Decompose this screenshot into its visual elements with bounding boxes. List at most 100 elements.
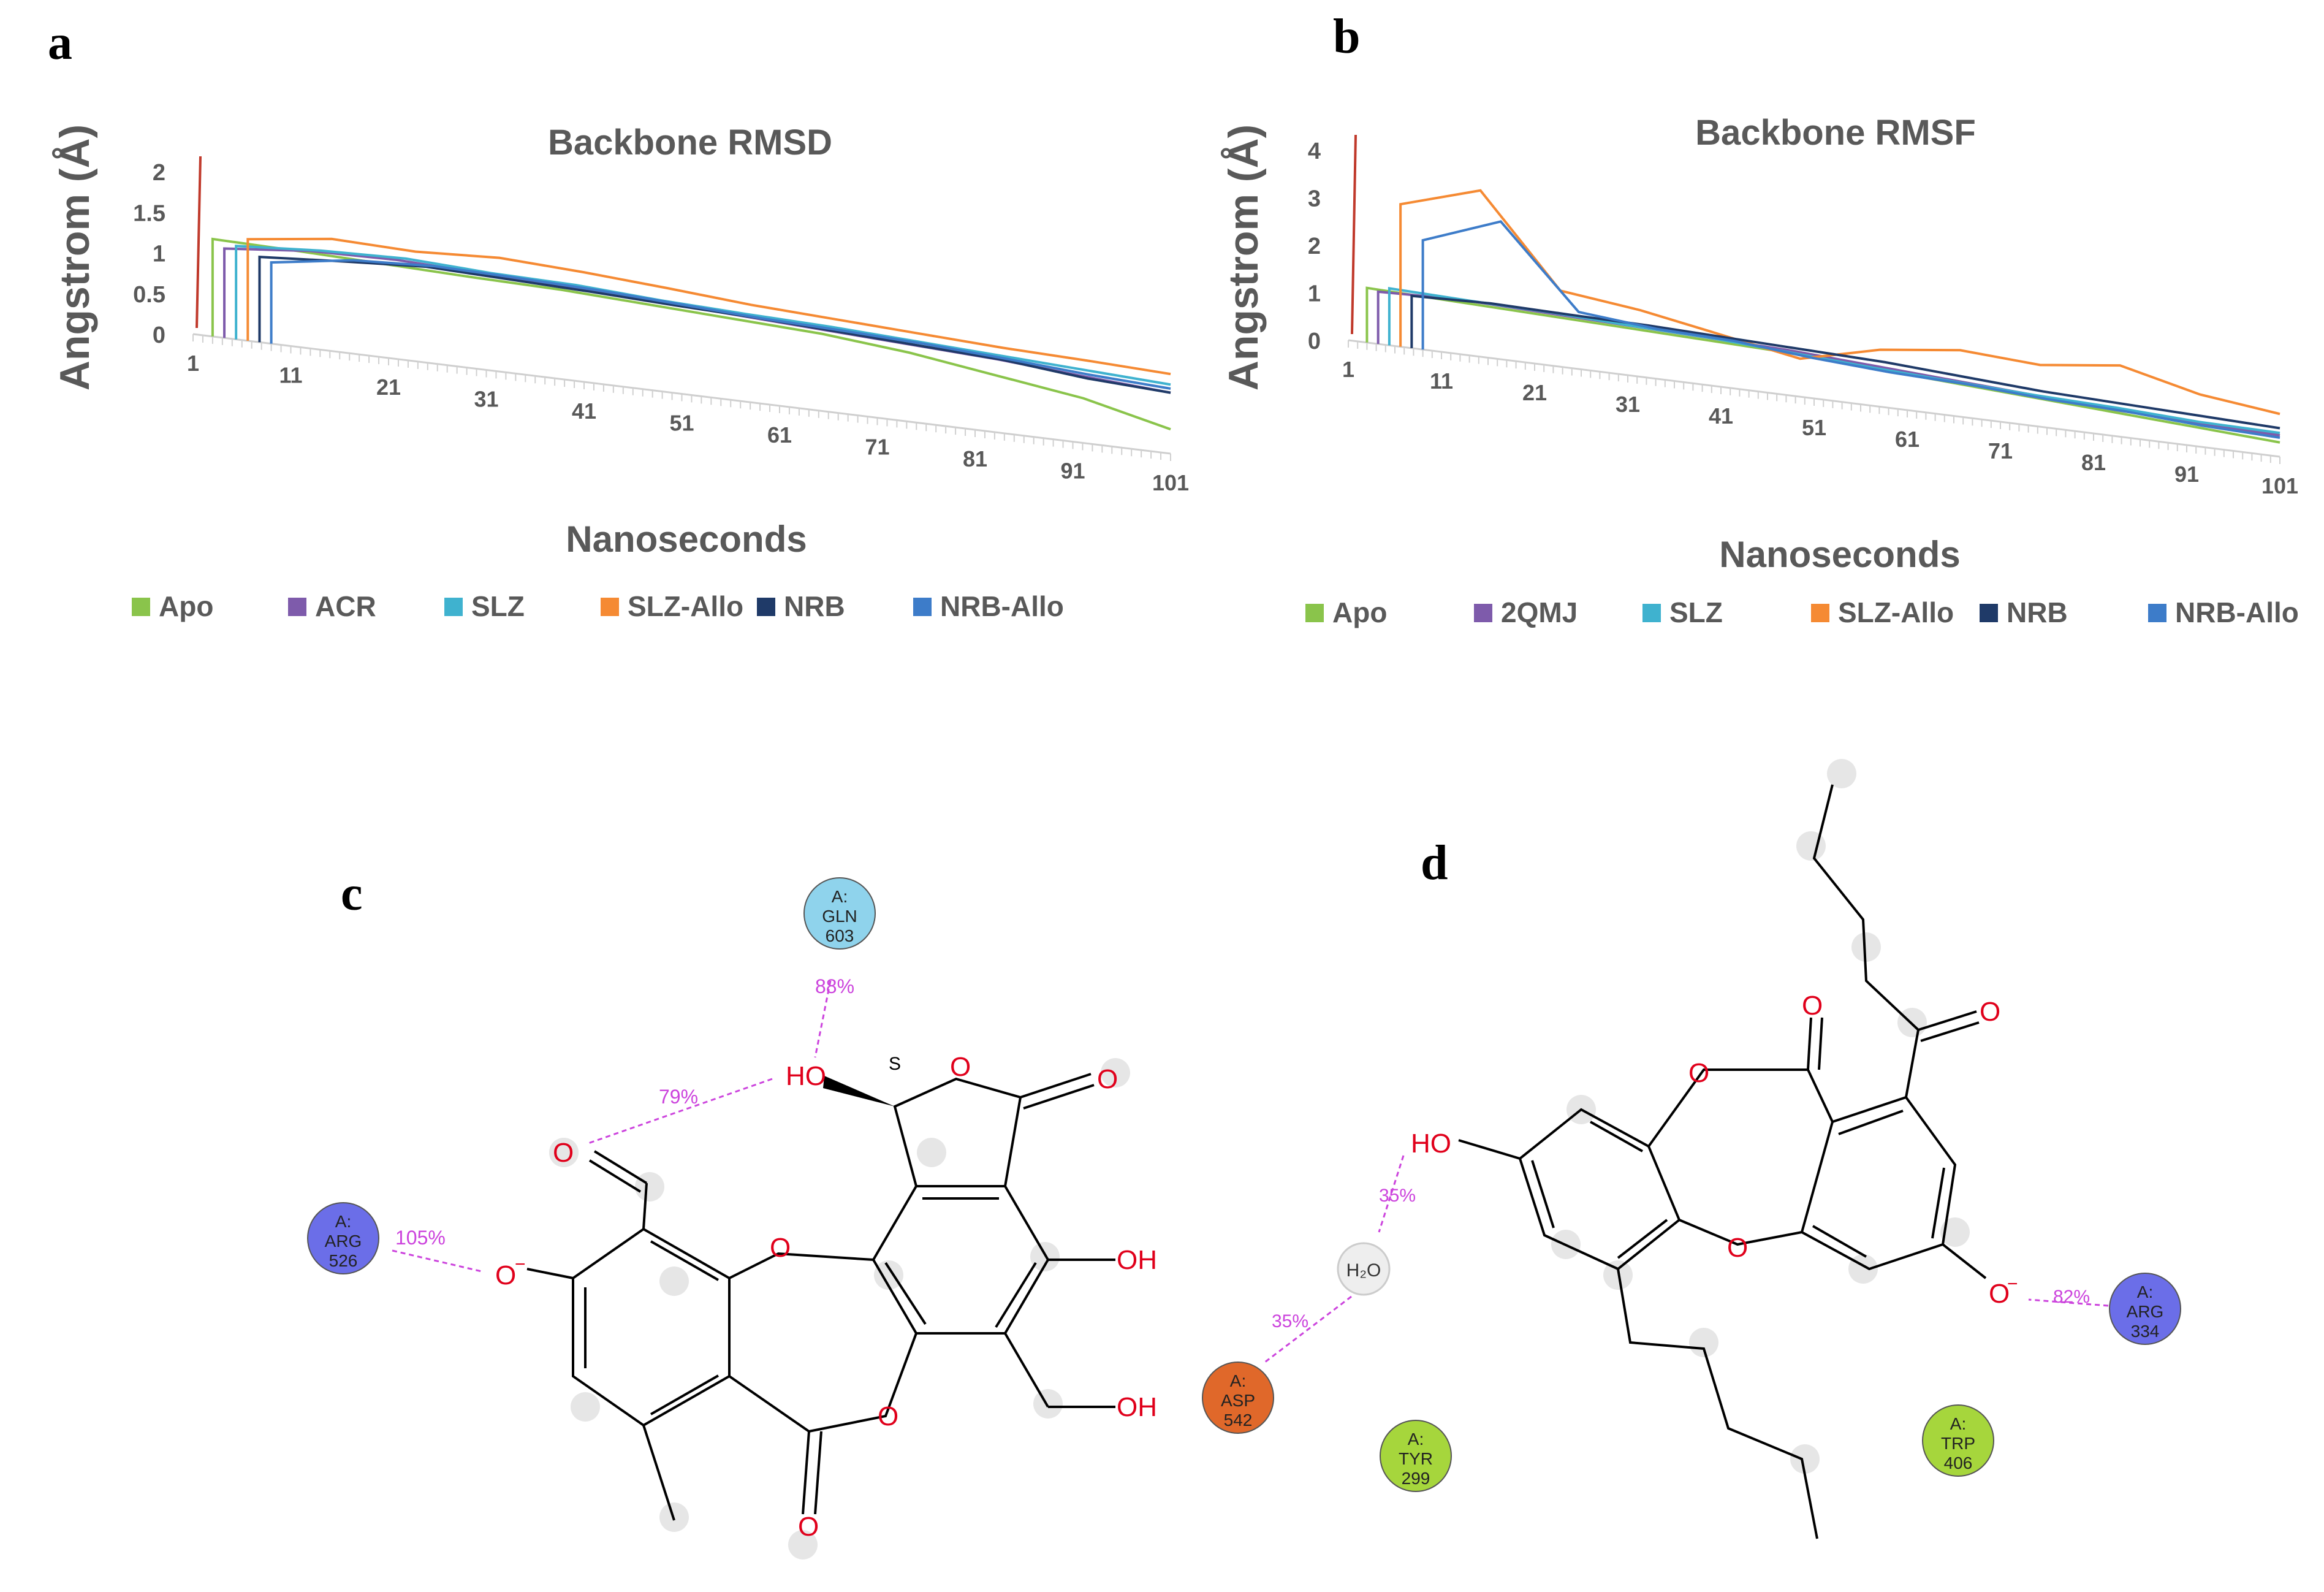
chart-a-xtick: 11 xyxy=(279,363,302,388)
atom-o-ring-bottom-d: O xyxy=(1727,1233,1748,1263)
chart-b-xtick: 41 xyxy=(1709,403,1733,428)
chart-b-ytick: 1 xyxy=(1308,281,1321,307)
legend-swatch-2qmj xyxy=(1474,604,1492,622)
atom-o-ketone-d: O xyxy=(1980,997,2000,1027)
interaction-label-35a: 35% xyxy=(1379,1186,1416,1206)
legend-label-acr: ACR xyxy=(315,590,376,622)
series-line-slz-allo xyxy=(1399,189,2280,416)
hbond-water-asp-d xyxy=(1262,1295,1352,1365)
residue-tyr-label: 299 xyxy=(1402,1469,1430,1488)
hbond-gln-c xyxy=(814,980,832,1058)
legend-label-slz: SLZ xyxy=(1669,596,1723,628)
residue-trp-label: TRP xyxy=(1941,1434,1975,1453)
atom-o-minus-d: O xyxy=(1989,1279,2010,1309)
legend-swatch-apo xyxy=(132,598,150,616)
series-line-nrb xyxy=(1410,294,2280,430)
hbond-arg-d xyxy=(2028,1298,2109,1307)
interaction-label-88: 88% xyxy=(815,975,854,997)
interaction-label-82: 82% xyxy=(2053,1287,2090,1307)
chart-b-xtick: 91 xyxy=(2174,462,2199,487)
residue-asp-label: 542 xyxy=(1224,1411,1253,1430)
chart-b-xtick: 1 xyxy=(1342,357,1354,382)
residue-arg-label: ARG xyxy=(325,1232,362,1251)
legend-label-nrb: NRB xyxy=(784,590,845,622)
chart-b-ytick: 2 xyxy=(1308,234,1321,259)
atom-ho-d: HO xyxy=(1411,1129,1451,1159)
hbond-intra-c xyxy=(588,1078,773,1144)
chart-a-xtick: 101 xyxy=(1152,470,1189,495)
ring-left-d xyxy=(1518,1108,1681,1271)
residue-arg-label: 334 xyxy=(2131,1322,2160,1341)
panel-letter-c: c xyxy=(341,867,363,921)
chart-a-xtick: 1 xyxy=(187,351,199,376)
residue-arg-circle xyxy=(307,1202,379,1274)
chart-a-xtick: 21 xyxy=(376,375,401,400)
molecule-c-labels: HO S O O O O OH O − O OH O 88% 79% 105% xyxy=(395,975,1157,1542)
chart-rmsd-title: Backbone RMSD xyxy=(548,123,832,162)
chart-a-xtick: 51 xyxy=(669,411,694,436)
atom-o-ring3-c: O xyxy=(950,1052,971,1082)
chart-rmsd: Backbone RMSD Angstrom (Å) Nanoseconds 0… xyxy=(51,123,1189,622)
legend-swatch-slz-allo xyxy=(1811,604,1829,622)
residue-arg-label: A: xyxy=(2137,1282,2153,1301)
legend-label-nrb: NRB xyxy=(2007,596,2068,628)
chart-b-start-marker xyxy=(1351,134,1357,335)
ring-right-d xyxy=(1800,1095,1957,1271)
chart-rmsd-xlabel: Nanoseconds xyxy=(566,519,807,560)
residue-gln-circle xyxy=(803,877,876,950)
chart-b-xtick: 81 xyxy=(2081,450,2106,475)
residue-asp-label: ASP xyxy=(1221,1391,1255,1410)
atom-oh1-c: OH xyxy=(1117,1245,1157,1275)
residue-tyr-circle xyxy=(1380,1420,1452,1492)
atom-ho-c: HO xyxy=(786,1061,826,1091)
chart-b-xtick: 51 xyxy=(1802,415,1826,440)
residue-asp-label: A: xyxy=(1230,1371,1246,1390)
residue-trp-label: 406 xyxy=(1944,1453,1973,1472)
residue-arg-label: 526 xyxy=(329,1251,358,1270)
atom-charge-c: − xyxy=(515,1254,526,1274)
interaction-label-79: 79% xyxy=(659,1086,698,1108)
panel-letter-d: d xyxy=(1421,836,1448,890)
chart-a-xtick: 31 xyxy=(474,387,498,412)
chart-b-ytick: 0 xyxy=(1308,329,1321,354)
atom-o-carbonyl-c: O xyxy=(1097,1064,1118,1094)
atom-o-carbonyl-d: O xyxy=(1802,991,1823,1021)
water-label-d: H₂O xyxy=(1346,1260,1381,1281)
chart-a-xtick: 91 xyxy=(1060,459,1085,484)
interaction-label-105: 105% xyxy=(395,1227,446,1249)
chart-b-xtick: 21 xyxy=(1522,380,1547,405)
chart-b-xtick: 11 xyxy=(1430,368,1453,394)
chart-a-ytick: 1 xyxy=(153,242,165,267)
chart-rmsf-xlabel: Nanoseconds xyxy=(1719,534,1960,575)
ring-right xyxy=(872,1185,1050,1335)
atom-o-ring-top-d: O xyxy=(1688,1058,1709,1088)
chart-a-ytick: 1.5 xyxy=(133,200,165,226)
chart-a-ytick: 2 xyxy=(153,160,165,186)
legend-swatch-nrb xyxy=(757,598,775,616)
chart-a-xtick: 71 xyxy=(865,435,889,460)
legend-label-slz: SLZ xyxy=(471,590,525,622)
residue-tyr-label: A: xyxy=(1408,1430,1424,1449)
residue-gln-label: GLN xyxy=(822,907,857,926)
legend-label-nrb-allo: NRB-Allo xyxy=(2175,596,2299,628)
series-line-slz-allo xyxy=(246,237,1171,376)
legend-swatch-acr xyxy=(288,598,306,616)
atom-o-minus-c: O xyxy=(495,1260,516,1290)
residue-arg-circle xyxy=(2109,1273,2181,1345)
residue-asp-circle xyxy=(1202,1362,1274,1434)
legend-swatch-nrb xyxy=(1980,604,1998,622)
panel-letter-b: b xyxy=(1333,10,1361,64)
legend-swatch-slz xyxy=(1642,604,1661,622)
residue-gln-label: A: xyxy=(832,887,848,906)
atom-charge-d: − xyxy=(2007,1274,2018,1294)
atom-o-ring1-c: O xyxy=(770,1233,791,1263)
legend-label-slz-allo: SLZ-Allo xyxy=(1838,596,1954,628)
atom-halos-d xyxy=(1551,759,1970,1474)
series-line-nrb xyxy=(258,256,1171,394)
molecule-c xyxy=(392,980,1130,1560)
chart-b-xtick: 61 xyxy=(1895,427,1920,452)
series-line-nrb-allo xyxy=(1421,220,2280,439)
chart-a-xtick: 61 xyxy=(767,422,792,448)
